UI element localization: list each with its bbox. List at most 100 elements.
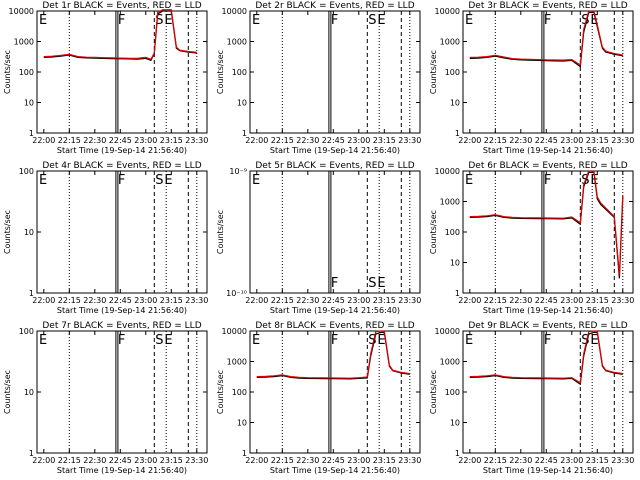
x-tick-label: 23:30: [185, 136, 208, 145]
plot-frame: [462, 10, 634, 134]
x-tick-label: 22:45: [322, 296, 345, 305]
lld-series-line: [43, 9, 197, 61]
x-tick-label: 22:30: [83, 296, 106, 305]
y-tick-label: 10: [237, 99, 247, 108]
x-tick-label: 23:00: [560, 136, 583, 145]
x-tick-label: 22:00: [245, 456, 268, 465]
x-tick-label: 23:15: [373, 136, 396, 145]
x-tick-label: 22:15: [484, 136, 507, 145]
marker-label-e2: E: [164, 13, 172, 28]
x-axis-label: Start Time (19-Sep-14 21:56:40): [483, 466, 613, 475]
marker-label-e: E: [465, 173, 473, 188]
x-tick-label: 22:15: [58, 296, 81, 305]
y-tick-label: 10: [450, 259, 460, 268]
marker-label-s: S: [581, 333, 589, 348]
marker-label-f: F: [544, 13, 551, 28]
x-tick-label: 22:30: [509, 456, 532, 465]
x-tick-label: 22:45: [535, 296, 558, 305]
y-tick-label: 100: [445, 388, 460, 397]
y-tick-label: 10000: [9, 7, 34, 16]
x-tick-label: 22:30: [296, 456, 319, 465]
chart-panel-5: Det 5r BLACK = Events, RED = LLD 10⁻¹⁰ 10⁻…: [216, 161, 421, 315]
y-tick-label: 1: [29, 289, 34, 298]
y-tick-label: 10: [237, 419, 247, 428]
x-tick-label: 23:00: [560, 456, 583, 465]
marker-label-e2: E: [164, 333, 172, 348]
y-tick-label: 10000: [435, 7, 460, 16]
chart-panel-1: Det 1r BLACK = Events, RED = LLD 1 10 100 10…: [3, 1, 208, 155]
x-tick-label: 22:30: [83, 456, 106, 465]
y-tick-label: 1000: [440, 198, 460, 207]
marker-label-e2: E: [164, 173, 172, 188]
x-axis-label: Start Time (19-Sep-14 21:56:40): [270, 306, 400, 315]
x-tick-label: 22:15: [484, 456, 507, 465]
x-tick-label: 23:30: [398, 456, 421, 465]
x-tick-label: 23:15: [586, 456, 609, 465]
y-tick-label: 100: [19, 167, 34, 176]
x-tick-label: 22:00: [458, 136, 481, 145]
marker-label-e2: E: [377, 13, 385, 28]
y-tick-label: 100: [232, 388, 247, 397]
y-tick-label: 1000: [440, 358, 460, 367]
marker-label-s: S: [155, 13, 163, 28]
y-tick-label: 1: [242, 129, 247, 138]
y-tick-label: 1: [29, 449, 34, 458]
x-tick-label: 23:15: [160, 296, 183, 305]
marker-label-f: F: [331, 276, 338, 291]
x-tick-label: 23:00: [347, 296, 370, 305]
plot-frame: [249, 10, 421, 134]
x-tick-label: 22:00: [458, 296, 481, 305]
chart-panel-4: Det 4r BLACK = Events, RED = LLD 1 10 100 Co…: [3, 161, 208, 315]
x-tick-label: 22:00: [32, 296, 55, 305]
x-tick-label: 22:00: [245, 296, 268, 305]
y-tick-label: 100: [19, 327, 34, 336]
marker-label-e: E: [39, 173, 47, 188]
marker-label-f: F: [331, 333, 338, 348]
y-axis-label: Counts/sec: [429, 370, 438, 414]
x-tick-label: 22:15: [58, 456, 81, 465]
plot-frame: [36, 170, 208, 294]
y-tick-label: 1: [455, 129, 460, 138]
x-tick-label: 22:30: [83, 136, 106, 145]
chart-title: Det 4r BLACK = Events, RED = LLD: [42, 161, 201, 171]
x-tick-label: 22:45: [109, 456, 132, 465]
x-tick-label: 22:45: [322, 456, 345, 465]
y-tick-label: 10⁻⁹: [229, 167, 247, 176]
lld-series-line: [256, 330, 410, 379]
plot-frame: [249, 170, 421, 294]
y-tick-label: 100: [445, 68, 460, 77]
marker-label-s: S: [368, 333, 376, 348]
x-axis-label: Start Time (19-Sep-14 21:56:40): [57, 466, 187, 475]
y-tick-label: 1000: [227, 38, 247, 47]
marker-label-e2: E: [377, 333, 385, 348]
chart-panel-9: Det 9r BLACK = Events, RED = LLD 1 10 100 10…: [429, 321, 634, 475]
marker-label-f: F: [544, 173, 551, 188]
x-tick-label: 22:45: [109, 296, 132, 305]
x-tick-label: 23:15: [160, 456, 183, 465]
chart-title: Det 5r BLACK = Events, RED = LLD: [255, 161, 414, 171]
chart-title: Det 6r BLACK = Events, RED = LLD: [468, 161, 627, 171]
plot-frame: [462, 330, 634, 454]
marker-label-e: E: [39, 13, 47, 28]
marker-label-e: E: [465, 333, 473, 348]
chart-title: Det 1r BLACK = Events, RED = LLD: [42, 1, 201, 11]
lld-series-line: [469, 330, 623, 384]
marker-label-e2: E: [377, 276, 385, 291]
marker-label-s: S: [368, 13, 376, 28]
x-axis-label: Start Time (19-Sep-14 21:56:40): [57, 306, 187, 315]
x-tick-label: 22:15: [484, 296, 507, 305]
x-tick-label: 23:00: [134, 456, 157, 465]
chart-panel-6: Det 6r BLACK = Events, RED = LLD 1 10 100 10…: [429, 161, 634, 315]
marker-label-s: S: [581, 13, 589, 28]
x-tick-label: 22:15: [271, 456, 294, 465]
x-tick-label: 23:15: [586, 296, 609, 305]
y-axis-label: Counts/sec: [429, 210, 438, 254]
y-axis-label: Counts/sec: [216, 210, 225, 254]
y-tick-label: 1: [455, 449, 460, 458]
chart-title: Det 8r BLACK = Events, RED = LLD: [255, 321, 414, 331]
y-tick-label: 1000: [440, 38, 460, 47]
marker-label-e2: E: [590, 13, 598, 28]
events-series-line: [469, 171, 624, 279]
x-tick-label: 22:00: [245, 136, 268, 145]
y-tick-label: 100: [445, 228, 460, 237]
